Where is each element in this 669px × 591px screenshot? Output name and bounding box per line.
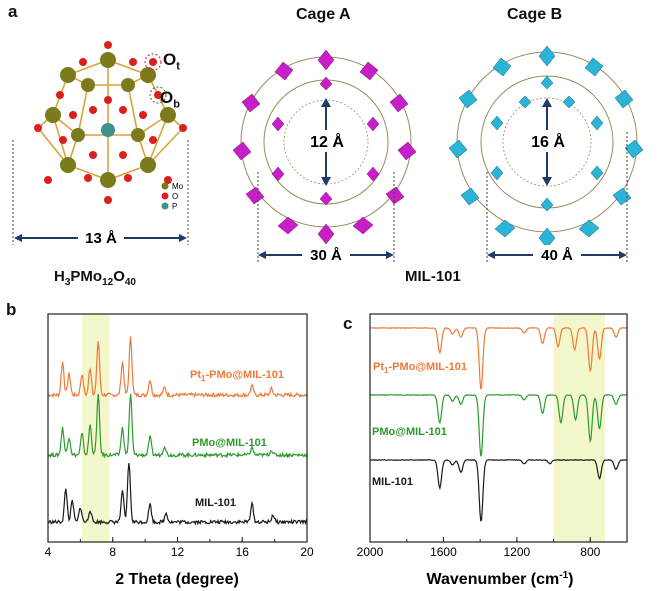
cage-b-inner-label-bg (527, 130, 569, 152)
panel-a-letter: a (8, 2, 18, 21)
cage-b-polyhedra (448, 45, 644, 249)
legend-mo-swatch (161, 182, 169, 190)
chart-b: 4 8 12 16 20 Pt1-PMo@MIL-101 PMo@MIL-101 MIL… (45, 313, 314, 588)
b-xtick-label-0: 4 (45, 545, 52, 559)
chart-c-xlabel: Wavenumber (cm-1) (426, 570, 573, 588)
chart-b-series-2-label: PMo@MIL-101 (192, 437, 267, 449)
formula-o: O (113, 268, 125, 285)
b-xtick-label-4: 20 (300, 545, 314, 559)
legend-p-swatch (161, 202, 169, 210)
pom-width-label-bg (78, 228, 124, 248)
ot-main: O (163, 50, 177, 69)
o-atoms (34, 41, 187, 204)
chart-b-highlight (81, 314, 110, 542)
cage-b-inner-arrow-bottom (542, 177, 552, 186)
cage-a-inner-arrow-bottom (321, 177, 331, 186)
chart-b-ticks: 4 8 12 16 20 (45, 537, 314, 559)
mof-name: MIL-101 (405, 268, 461, 285)
pom-legend: Mo O P (161, 182, 184, 211)
chart-c-highlight (553, 314, 605, 542)
chart-b-xlabel: 2 Theta (degree) (115, 571, 239, 588)
cage-a-inner-label-bg (306, 130, 348, 152)
ot-highlight (144, 53, 162, 71)
c-xtick-label-1: 1600 (430, 545, 457, 559)
chart-c: 2000 1600 1200 800 Pt1-PMo@MIL-101 PMo@MIL-… (357, 313, 628, 588)
cage-b-arrow-left-head (487, 251, 495, 259)
cage-b-title: Cage B (507, 6, 563, 23)
formula-o-sub: 40 (124, 277, 136, 288)
c-xtick-label-2: 1200 (504, 545, 531, 559)
ob-main: O (160, 88, 174, 107)
pom-bonds (37, 59, 184, 181)
pom-arrow-left-head (14, 234, 22, 242)
cage-a-structure: 12 Å 30 Å (232, 49, 417, 265)
p-atom (101, 123, 115, 137)
cage-b-width-label: 40 Å (541, 247, 573, 264)
ot-label: Ot (163, 50, 180, 72)
c-xtick-label-3: 800 (580, 545, 600, 559)
chart-c-series-2-line (369, 393, 628, 457)
chart-b-series-3-label: MIL-101 (195, 497, 236, 509)
chart-c-series-3-label: MIL-101 (372, 476, 413, 488)
chart-c-series-1-line (370, 327, 628, 390)
cage-a-width-label: 30 Å (310, 247, 342, 264)
ob-label: Ob (160, 88, 180, 110)
legend-o-swatch (161, 192, 169, 200)
legend-mo-label: Mo (172, 182, 184, 191)
chart-b-series-1-label: Pt1-PMo@MIL-101 (190, 369, 284, 383)
b-xtick-label-2: 12 (171, 545, 185, 559)
pom-width-label: 13 Å (85, 230, 117, 247)
cage-a-title: Cage A (296, 6, 351, 23)
chart-c-frame (369, 313, 628, 543)
ot-sub: t (176, 60, 180, 73)
cage-b-inner-label: 16 Å (531, 132, 565, 151)
panel-b-letter: b (6, 300, 17, 319)
chart-b-series-3-line (47, 463, 308, 526)
cage-a-inner-label: 12 Å (310, 132, 344, 151)
cage-a-polyhedra (232, 49, 417, 245)
mo-atoms (45, 52, 176, 188)
panel-c-letter: c (343, 314, 353, 333)
chart-c-series-1-label: Pt1-PMo@MIL-101 (373, 361, 467, 375)
formula-pmo: PMo (70, 268, 103, 285)
chart-c-ticks: 2000 1600 1200 800 (357, 537, 628, 559)
c-xtick-label-0: 2000 (357, 545, 384, 559)
cage-a-arrow-left-head (258, 251, 266, 259)
pom-arrow-right-head (179, 234, 187, 242)
legend-o-label: O (172, 192, 178, 201)
pom-formula: H3PMo12O40 (54, 268, 136, 288)
pom-structure: Mo O P 13 Å (12, 41, 189, 248)
ob-highlight (149, 86, 167, 104)
chart-b-series-1-line (47, 336, 308, 399)
chart-c-series-3-line (369, 458, 628, 522)
cage-b-arrow-right-head (619, 251, 627, 259)
formula-h: H (54, 268, 65, 285)
cage-a-arrow-right-head (386, 251, 394, 259)
formula-h-sub: 3 (64, 277, 71, 288)
b-xtick-label-3: 16 (236, 545, 250, 559)
cage-b-inner-arrow-top (542, 98, 552, 107)
formula-pmo-sub: 12 (102, 277, 114, 288)
ob-sub: b (173, 98, 180, 111)
cage-a-inner-arrow-top (321, 98, 331, 107)
chart-c-series-2-label: PMo@MIL-101 (372, 426, 447, 438)
b-xtick-label-1: 8 (109, 545, 116, 559)
legend-p-label: P (172, 202, 177, 211)
cage-b-structure: 16 Å 40 Å (448, 45, 644, 265)
cage-a-width-label-bg (302, 245, 350, 265)
cage-b-width-label-bg (533, 245, 581, 265)
chart-b-series-2-line (47, 393, 308, 459)
